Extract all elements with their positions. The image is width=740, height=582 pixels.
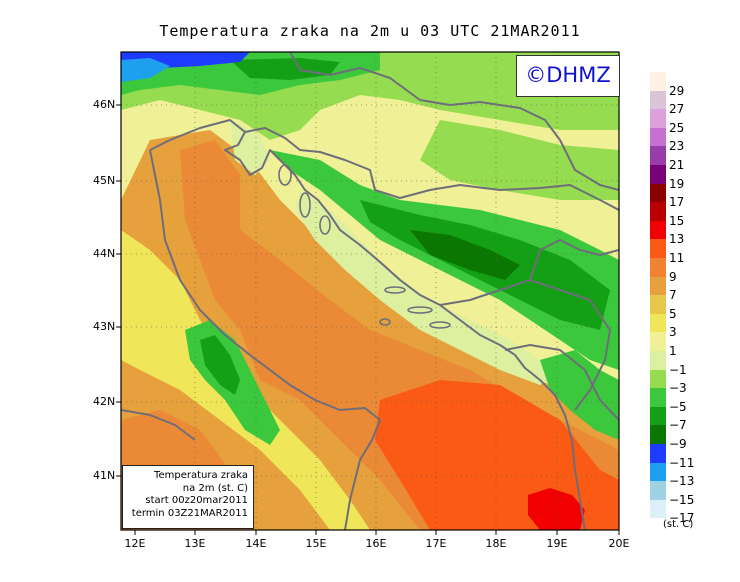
legend-swatch xyxy=(650,481,666,500)
x-tick-15e: 15E xyxy=(305,537,327,550)
legend-label: 25 xyxy=(669,120,685,135)
legend-label: 5 xyxy=(669,306,677,321)
legend-swatch xyxy=(650,425,666,444)
legend-label: −17 xyxy=(669,511,695,526)
x-tick-14e: 14E xyxy=(245,537,267,550)
info-line-1: Temperatura zraka xyxy=(154,470,248,481)
legend-label: 29 xyxy=(669,83,685,98)
legend-label: −7 xyxy=(669,418,687,433)
x-tick-20e: 20E xyxy=(608,537,630,550)
legend-label: −13 xyxy=(669,474,695,489)
coastlines-borders xyxy=(121,52,619,530)
islands xyxy=(278,164,451,329)
map-frame xyxy=(120,51,620,531)
lat-lon-grid xyxy=(121,52,619,530)
legend-swatch xyxy=(650,239,666,258)
legend-label: −11 xyxy=(669,455,695,470)
legend-label: 27 xyxy=(669,102,685,117)
legend-swatch xyxy=(650,313,666,333)
axis-ticks xyxy=(116,104,620,535)
legend-swatch xyxy=(650,406,666,426)
field-italy-band xyxy=(121,230,370,530)
legend-label: −5 xyxy=(669,399,687,414)
legend-swatch xyxy=(650,444,666,463)
field-italy-dark xyxy=(200,335,240,395)
x-tick-13e: 13E xyxy=(184,537,206,550)
x-tick-18e: 18E xyxy=(485,537,507,550)
y-tick-43n: 43N xyxy=(93,320,116,333)
legend-swatch xyxy=(650,258,666,277)
legend-label: 7 xyxy=(669,288,677,303)
x-tick-17e: 17E xyxy=(425,537,447,550)
field-alps-dark xyxy=(230,58,340,80)
legend-swatch xyxy=(650,90,666,110)
legend-swatch xyxy=(650,165,666,184)
info-line-4: termin 03Z21MAR2011 xyxy=(131,507,248,519)
legend-label: 23 xyxy=(669,139,685,154)
legend-swatch xyxy=(650,183,666,203)
y-tick-45n: 45N xyxy=(93,174,116,187)
legend-label: −1 xyxy=(669,362,687,377)
field-dinaric-deep xyxy=(410,230,520,280)
field-slavonia xyxy=(420,120,619,200)
legend-swatch xyxy=(650,202,666,221)
field-adriatic-coast xyxy=(295,190,560,385)
y-tick-46n: 46N xyxy=(93,98,116,111)
legend-swatch xyxy=(650,127,666,147)
info-line-3: start 00z20mar2011 xyxy=(145,495,248,506)
field-cold-blue xyxy=(121,58,170,82)
legend-swatch xyxy=(650,276,666,296)
info-line-2: na 2m (st. C) xyxy=(182,482,248,494)
dhmz-logo: ©DHMZ xyxy=(516,55,620,97)
map-title: Temperatura zraka na 2m u 03 UTC 21MAR20… xyxy=(159,22,581,40)
y-tick-44n: 44N xyxy=(93,247,116,260)
legend-swatch xyxy=(650,332,666,351)
legend-swatch xyxy=(650,72,666,91)
legend-label: 11 xyxy=(669,251,685,265)
legend-swatch xyxy=(650,462,666,482)
legend-units: (st. C) xyxy=(663,519,694,530)
legend-swatch xyxy=(650,351,666,370)
legend-swatch xyxy=(650,369,666,389)
legend-label: 17 xyxy=(669,195,685,210)
x-tick-19e: 19E xyxy=(546,537,568,550)
x-tick-16e: 16E xyxy=(365,537,387,550)
legend-label: 21 xyxy=(669,158,685,172)
legend-swatch xyxy=(650,220,666,240)
legend-label: −3 xyxy=(669,381,687,396)
x-tick-12e: 12E xyxy=(124,537,146,550)
legend-swatch xyxy=(650,499,666,519)
legend-swatch xyxy=(650,295,666,314)
legend-swatch xyxy=(650,146,666,165)
field-deep-red xyxy=(528,488,585,530)
legend-label: −15 xyxy=(669,492,695,507)
legend-swatch xyxy=(650,388,666,407)
legend-label: 19 xyxy=(669,176,685,191)
y-tick-41n: 41N xyxy=(93,469,116,482)
legend-label: −9 xyxy=(669,437,687,451)
legend-label: 15 xyxy=(669,213,685,228)
legend-label: 3 xyxy=(669,325,677,340)
legend-swatch xyxy=(650,109,666,128)
legend-label: 13 xyxy=(669,232,685,247)
legend-label: 9 xyxy=(669,269,677,284)
legend-label: 1 xyxy=(669,344,677,358)
legend-swatch xyxy=(650,518,666,537)
info-box: Temperatura zraka na 2m (st. C) start 00… xyxy=(122,465,254,529)
y-tick-42n: 42N xyxy=(93,395,116,408)
